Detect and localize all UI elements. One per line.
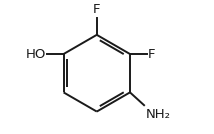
Text: F: F bbox=[148, 48, 155, 61]
Text: NH₂: NH₂ bbox=[145, 108, 170, 121]
Text: HO: HO bbox=[25, 48, 46, 61]
Text: F: F bbox=[93, 3, 101, 16]
